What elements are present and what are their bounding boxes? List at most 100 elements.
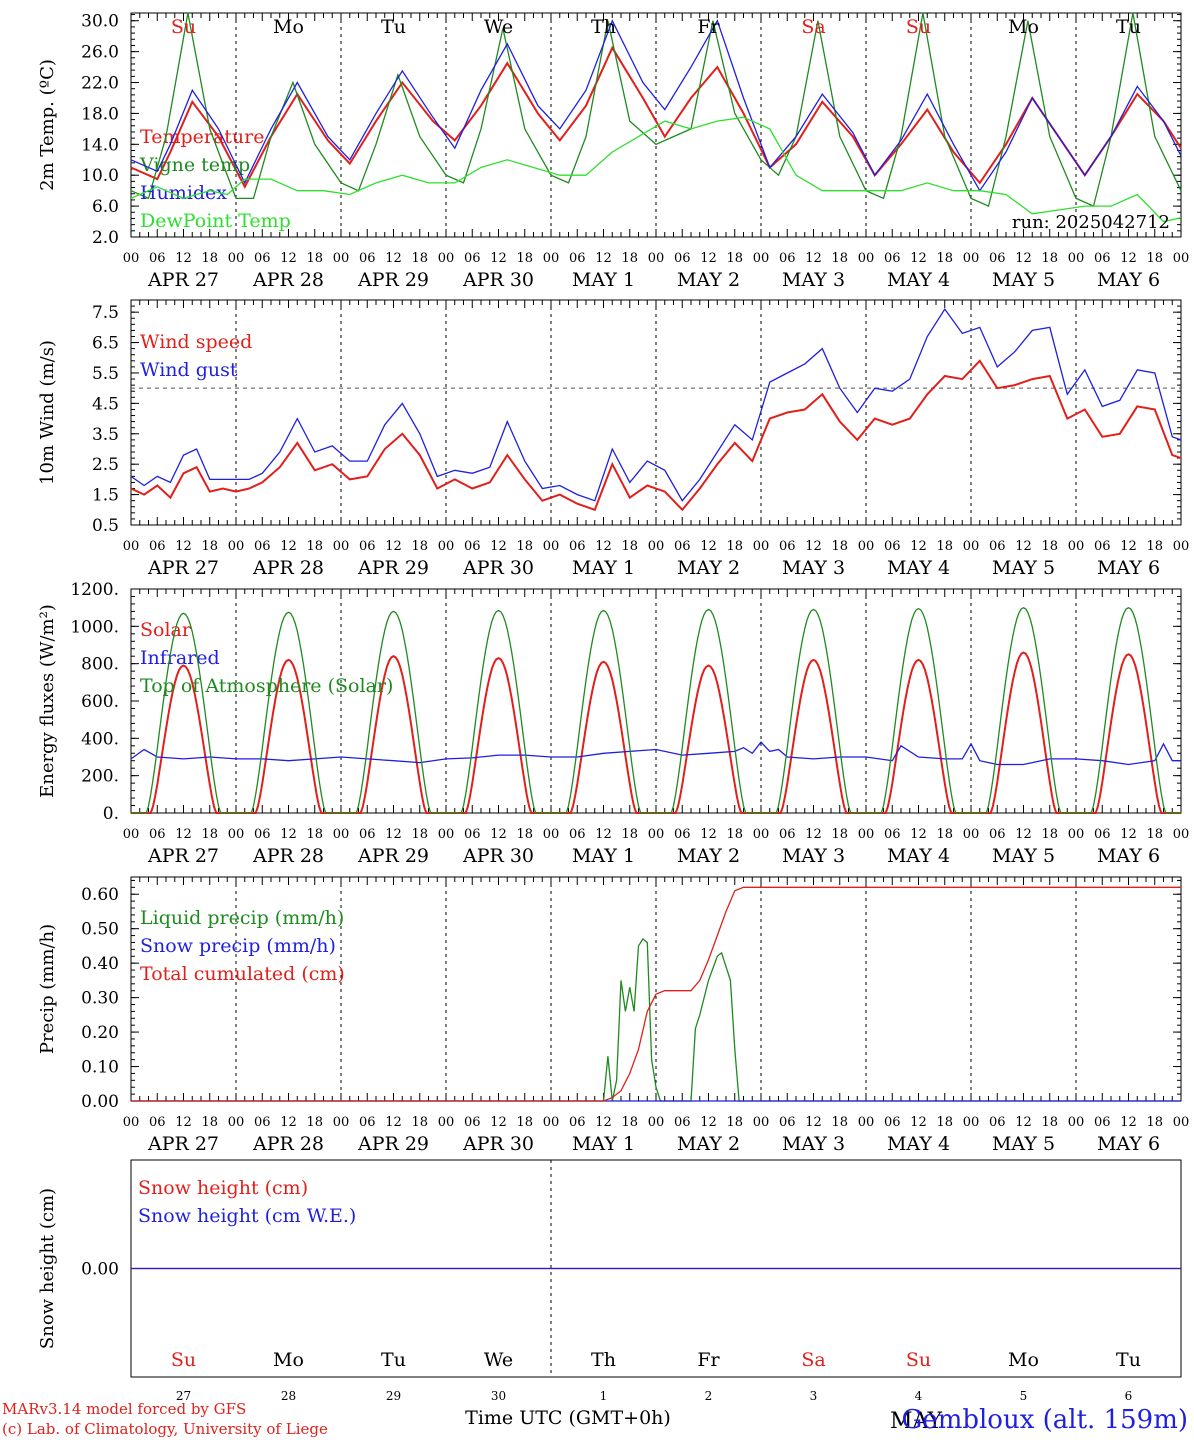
- weekday-label: Tu: [381, 16, 406, 38]
- weekday-label: Fr: [697, 1349, 720, 1371]
- weekday-label: Su: [906, 1349, 931, 1371]
- y-tick-label: 0.: [103, 804, 119, 824]
- date-label: MAY 5: [992, 845, 1055, 867]
- weekday-label: Tu: [1116, 1349, 1141, 1371]
- y-tick-label: 7.5: [92, 303, 119, 323]
- hour-tick-label: 06: [884, 251, 901, 266]
- hour-tick-label: 06: [569, 1115, 586, 1130]
- series-line-1-1: [130, 45, 1182, 189]
- hour-tick-label: 12: [595, 251, 612, 266]
- hour-tick-label: 06: [359, 1115, 376, 1130]
- date-label: APR 28: [252, 1133, 324, 1155]
- day-number-label: 29: [386, 1389, 401, 1403]
- hour-tick-label: 12: [700, 251, 717, 266]
- hour-tick-label: 12: [910, 251, 927, 266]
- hour-tick-label: 18: [726, 1115, 743, 1130]
- y-tick-label: 1200.: [70, 580, 119, 600]
- hour-tick-label: 06: [989, 827, 1006, 842]
- series-line-3-3: [131, 606, 1181, 814]
- hour-tick-label: 12: [805, 251, 822, 266]
- hour-tick-label: 12: [805, 827, 822, 842]
- hour-tick-label: 06: [674, 251, 691, 266]
- day-number-label: 28: [281, 1389, 296, 1403]
- date-label: APR 30: [462, 845, 534, 867]
- hour-tick-label: 18: [936, 1115, 953, 1130]
- y-axis-label: 2m Temp. (ºC): [37, 59, 58, 191]
- hour-tick-label: 12: [910, 539, 927, 554]
- hour-tick-label: 18: [1146, 1115, 1163, 1130]
- weekday-label: Th: [591, 1349, 616, 1371]
- y-tick-label: 0.30: [81, 989, 119, 1009]
- hour-tick-label: 00: [963, 1115, 980, 1130]
- weekday-label: Sa: [801, 16, 825, 38]
- y-tick-label: 26.0: [81, 43, 119, 63]
- hour-tick-label: 12: [280, 827, 297, 842]
- series-line-1-3: [130, 19, 1182, 192]
- hour-tick-label: 12: [805, 1115, 822, 1130]
- hour-tick-label: 12: [490, 539, 507, 554]
- hour-tick-label: 12: [280, 539, 297, 554]
- hour-tick-label: 12: [175, 539, 192, 554]
- y-tick-label: 6.5: [92, 334, 119, 354]
- hour-tick-label: 18: [516, 1115, 533, 1130]
- hour-tick-label: 12: [1015, 1115, 1032, 1130]
- hour-tick-label: 12: [490, 827, 507, 842]
- y-tick-label: 0.60: [81, 885, 119, 905]
- hour-tick-label: 06: [779, 251, 796, 266]
- hour-tick-label: 00: [858, 539, 875, 554]
- hour-tick-label: 00: [1173, 539, 1190, 554]
- hour-tick-label: 00: [123, 251, 140, 266]
- hour-tick-label: 06: [674, 827, 691, 842]
- date-label: MAY 1: [572, 557, 635, 579]
- date-label: MAY 2: [677, 557, 740, 579]
- date-label: APR 27: [147, 269, 219, 291]
- hour-tick-label: 18: [306, 827, 323, 842]
- y-tick-label: 6.0: [92, 197, 119, 217]
- hour-tick-label: 12: [595, 827, 612, 842]
- date-label: APR 27: [147, 557, 219, 579]
- hour-tick-label: 06: [779, 827, 796, 842]
- date-label: MAY 3: [782, 845, 845, 867]
- date-label: MAY 5: [992, 1133, 1055, 1155]
- hour-tick-label: 06: [464, 827, 481, 842]
- hour-tick-label: 12: [385, 1115, 402, 1130]
- hour-tick-label: 00: [543, 1115, 560, 1130]
- hour-tick-label: 00: [438, 251, 455, 266]
- date-label: APR 28: [252, 845, 324, 867]
- hour-tick-label: 12: [700, 539, 717, 554]
- hour-tick-label: 00: [123, 827, 140, 842]
- hour-tick-label: 06: [674, 1115, 691, 1130]
- hour-tick-label: 06: [884, 827, 901, 842]
- hour-tick-label: 12: [175, 251, 192, 266]
- hour-tick-label: 06: [569, 539, 586, 554]
- hour-tick-label: 18: [1041, 1115, 1058, 1130]
- day-number-label: 1: [600, 1389, 608, 1403]
- hour-tick-label: 06: [359, 251, 376, 266]
- hour-tick-label: 06: [989, 539, 1006, 554]
- y-tick-label: 1.5: [92, 486, 119, 506]
- y-tick-label: 2.5: [92, 455, 119, 475]
- legend-entry: Snow height (cm W.E.): [138, 1205, 356, 1227]
- y-tick-label: 800.: [81, 655, 119, 675]
- hour-tick-label: 12: [490, 1115, 507, 1130]
- hour-tick-label: 18: [831, 827, 848, 842]
- date-label: MAY 1: [572, 1133, 635, 1155]
- y-tick-label: 30.0: [81, 12, 119, 32]
- hour-tick-label: 12: [280, 1115, 297, 1130]
- y-tick-label: 0.20: [81, 1023, 119, 1043]
- hour-tick-label: 12: [385, 539, 402, 554]
- hour-tick-label: 18: [411, 827, 428, 842]
- series-line-4-3: [131, 886, 1181, 1102]
- hour-tick-label: 18: [516, 827, 533, 842]
- hour-tick-label: 06: [149, 251, 166, 266]
- y-tick-label: 18.0: [81, 104, 119, 124]
- hour-tick-label: 06: [1094, 251, 1111, 266]
- weekday-label: Th: [591, 16, 616, 38]
- overlap-month-label: MAY: [890, 1409, 943, 1434]
- hour-tick-label: 00: [1173, 1115, 1190, 1130]
- hour-tick-label: 18: [1041, 251, 1058, 266]
- weekday-label: Tu: [1116, 16, 1141, 38]
- hour-tick-label: 00: [228, 251, 245, 266]
- date-label: MAY 4: [887, 1133, 950, 1155]
